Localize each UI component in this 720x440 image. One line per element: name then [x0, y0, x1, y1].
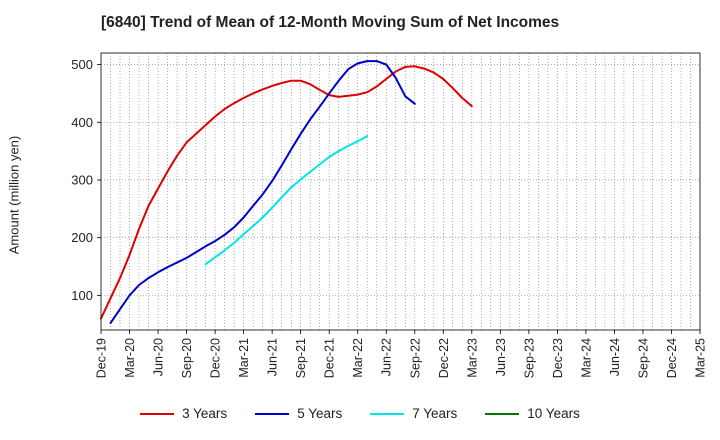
x-tick-label: Jun-22	[380, 338, 394, 376]
y-axis-ticks: 100 200 300 400 500	[71, 57, 101, 303]
x-tick-label: Mar-22	[351, 338, 365, 378]
x-tick-label: Dec-23	[551, 338, 565, 378]
legend-swatch	[140, 412, 175, 415]
legend-item-5-years: 5 Years	[255, 406, 342, 421]
y-tick-label: 200	[71, 230, 93, 245]
x-tick-label: Dec-20	[209, 338, 223, 378]
x-tick-label: Sep-21	[294, 338, 308, 378]
y-tick-label: 300	[71, 172, 93, 187]
line-chart: 100 200 300 400 500 Dec-19 Mar-20 Jun-20 Sep-20…	[71, 52, 708, 378]
x-tick-label: Mar-24	[579, 338, 593, 378]
legend-label: 10 Years	[527, 406, 580, 421]
x-tick-label: Jun-24	[608, 338, 622, 376]
y-tick-label: 500	[71, 57, 93, 72]
series-line-3-years	[100, 65, 473, 320]
legend-label: 7 Years	[412, 406, 458, 421]
x-tick-label: Dec-19	[95, 338, 109, 378]
legend-item-7-years: 7 Years	[370, 406, 457, 421]
series-lines	[100, 60, 473, 325]
y-tick-label: 100	[71, 288, 93, 303]
x-tick-label: Jun-21	[266, 338, 280, 376]
chart-title: [6840] Trend of Mean of 12-Month Moving …	[101, 14, 560, 31]
x-tick-label: Jun-20	[152, 338, 166, 376]
x-tick-label: Mar-21	[237, 338, 251, 378]
legend-item-10-years: 10 Years	[485, 406, 580, 421]
x-tick-label: Dec-24	[665, 338, 679, 378]
x-tick-label: Mar-20	[123, 338, 137, 378]
x-axis-ticks: Dec-19 Mar-20 Jun-20 Sep-20 Dec-20 Mar-21 Jun-…	[95, 330, 708, 378]
x-tick-label: Sep-20	[180, 338, 194, 378]
x-tick-label: Dec-21	[323, 338, 337, 378]
x-tick-label: Mar-25	[694, 338, 708, 378]
legend: 3 Years 5 Years 7 Years 10 Years	[0, 406, 720, 421]
legend-swatch	[255, 412, 290, 415]
series-line-7-years	[204, 135, 369, 266]
legend-swatch	[370, 412, 405, 415]
legend-item-3-years: 3 Years	[140, 406, 227, 421]
plot-frame	[100, 52, 701, 331]
legend-swatch	[485, 412, 520, 415]
legend-label: 3 Years	[182, 406, 228, 421]
x-tick-label: Sep-22	[408, 338, 422, 378]
x-tick-label: Jun-23	[494, 338, 508, 376]
x-tick-label: Dec-22	[437, 338, 451, 378]
y-tick-label: 400	[71, 115, 93, 130]
grid	[101, 53, 700, 330]
x-tick-label: Sep-23	[522, 338, 536, 378]
x-tick-label: Sep-24	[636, 338, 650, 378]
x-tick-label: Mar-23	[465, 338, 479, 378]
legend-label: 5 Years	[297, 406, 343, 421]
series-line-5-years	[109, 60, 416, 325]
